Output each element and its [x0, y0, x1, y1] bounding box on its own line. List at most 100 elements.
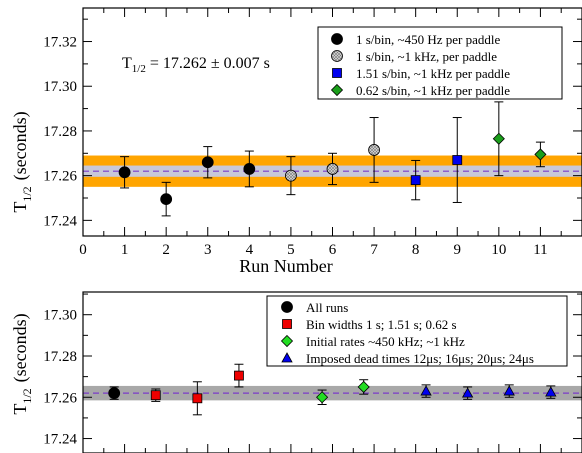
top-legend-marker-2 [332, 68, 342, 78]
top-legend-marker-3 [330, 83, 344, 97]
top-point-series1-2 [368, 117, 380, 183]
top-y-axis-title-unit: (seconds) [10, 111, 31, 180]
top-point-series0-2 [201, 146, 214, 179]
top-x-tick-labels: 0 1 2 3 4 5 6 7 8 9 10 11 [79, 242, 547, 258]
top-x-tick-label-7: 7 [370, 242, 378, 258]
data-marker [452, 155, 463, 165]
top-point-series0-3 [243, 150, 256, 188]
top-x-axis-title: Run Number [239, 256, 333, 276]
data-marker [234, 370, 244, 381]
bottom-point-series2-0 [316, 389, 329, 405]
bottom-legend-marker-0 [281, 301, 293, 313]
top-y-tick-label-17-24: 17.24 [43, 213, 77, 229]
data-marker [192, 393, 203, 404]
top-y-tick-label-17-28: 17.28 [43, 124, 77, 140]
bottom-point-series0-0 [108, 386, 121, 400]
bottom-legend-markers [280, 301, 294, 363]
bottom-y-tick-label-17-26: 17.26 [43, 390, 77, 406]
top-y-tick-label-17-32: 17.32 [43, 35, 77, 51]
data-marker [118, 166, 131, 179]
bottom-legend-marker-1 [282, 319, 292, 329]
data-marker [108, 387, 121, 400]
bottom-y-tick-label-17-28: 17.28 [43, 349, 77, 365]
top-point-series1-1 [326, 152, 339, 186]
bottom-y-axis-title-unit: (seconds) [10, 313, 31, 382]
top-x-tick-label-2: 2 [162, 242, 170, 258]
bottom-point-series3-3 [545, 385, 557, 399]
data-marker [201, 156, 214, 169]
data-marker [410, 175, 421, 186]
bottom-legend-marker-3 [281, 352, 293, 363]
bottom-point-series3-0 [420, 384, 432, 398]
top-legend-box [317, 26, 563, 100]
bottom-point-series2-1 [357, 379, 370, 395]
top-legend-markers [330, 33, 344, 97]
top-formula-annotation: T1/2 = 17.262 ± 0.007 s [122, 55, 270, 75]
bottom-point-series3-1 [461, 386, 474, 400]
top-legend-marker-1 [331, 50, 343, 62]
data-marker [461, 387, 474, 398]
top-panel: 17.24 17.26 17.28 17.30 17.32 0 1 2 3 4 5 6 7 8 9 10 11… [10, 7, 582, 276]
top-plot-frame [82, 7, 582, 237]
top-y-axis-title-sub: 1/2 [20, 186, 34, 201]
formula-suffix: = 17.262 ± 0.007 s [146, 55, 270, 72]
data-marker [503, 385, 515, 396]
bottom-uncertainty-band [83, 385, 582, 401]
bottom-data-points [108, 363, 557, 416]
bottom-y-axis-title-main: T [10, 404, 30, 415]
bottom-point-series3-2 [503, 384, 515, 398]
bottom-plot-frame [82, 291, 582, 453]
data-marker [492, 132, 505, 145]
bottom-legend-marker-2 [280, 334, 294, 348]
top-point-series2-1 [452, 117, 463, 203]
top-y-tick-label-17-26: 17.26 [43, 169, 77, 185]
bottom-legend-label-1: Bin widths 1 s; 1.51 s; 0.62 s [306, 317, 457, 332]
data-marker [357, 380, 370, 394]
top-x-tick-label-5: 5 [287, 242, 295, 258]
top-y-tick-label-17-30: 17.30 [43, 79, 77, 95]
data-marker [545, 386, 557, 397]
data-marker [150, 390, 161, 401]
top-x-tick-label-4: 4 [246, 242, 254, 258]
top-point-series1-0 [285, 156, 297, 196]
bottom-legend-box [266, 295, 568, 367]
top-x-tick-label-3: 3 [204, 242, 212, 258]
bottom-y-axis-title-sub: 1/2 [20, 388, 34, 403]
data-marker [285, 169, 297, 182]
top-point-series3-0 [492, 101, 505, 177]
bottom-legend: All runs Bin widths 1 s; 1.51 s; 0.62 s … [266, 295, 568, 367]
data-marker [160, 193, 173, 206]
top-y-axis-title: T1/2 (seconds) [10, 111, 34, 212]
bottom-legend-label-0: All runs [306, 300, 348, 315]
top-data-points [118, 101, 547, 217]
bottom-y-tick-label-17-24: 17.24 [43, 432, 77, 448]
top-x-tick-label-11: 11 [533, 242, 547, 258]
top-legend-label-2: 1.51 s/bin, ~1 kHz per paddle [356, 66, 510, 81]
top-x-tick-label-0: 0 [79, 242, 87, 258]
top-y-tick-labels: 17.24 17.26 17.28 17.30 17.32 [43, 35, 77, 230]
top-point-series3-1 [534, 141, 547, 168]
bottom-panel: 17.24 17.26 17.28 17.30 T1/2 (seconds) All r… [10, 291, 582, 453]
formula-sub: 1/2 [132, 63, 146, 75]
bottom-point-series1-0 [150, 388, 161, 402]
bottom-legend-label-3: Imposed dead times 12μs; 16μs; 20μs; 24μ… [306, 351, 534, 366]
data-marker [534, 148, 547, 161]
data-marker [326, 163, 339, 175]
data-marker [420, 385, 432, 396]
top-legend-marker-0 [331, 33, 343, 45]
top-legend: 1 s/bin, ~450 Hz per paddle 1 s/bin, ~1 … [317, 26, 563, 100]
bottom-legend-label-2: Initial rates ~450 kHz; ~1 kHz [306, 334, 465, 349]
top-x-tick-label-6: 6 [329, 242, 337, 258]
bottom-y-tick-label-17-30: 17.30 [43, 308, 77, 324]
bottom-y-tick-labels: 17.24 17.26 17.28 17.30 [43, 308, 77, 448]
top-x-tick-label-9: 9 [454, 242, 462, 258]
bottom-y-axis-title: T1/2 (seconds) [10, 313, 34, 414]
data-marker [368, 144, 380, 156]
bottom-point-series1-2 [234, 363, 244, 388]
top-legend-label-1: 1 s/bin, ~1 kHz, per paddle [356, 49, 497, 64]
top-x-tick-label-1: 1 [121, 242, 129, 258]
data-marker [316, 391, 329, 404]
top-point-series2-0 [410, 159, 421, 201]
top-x-tick-label-10: 10 [491, 242, 506, 258]
